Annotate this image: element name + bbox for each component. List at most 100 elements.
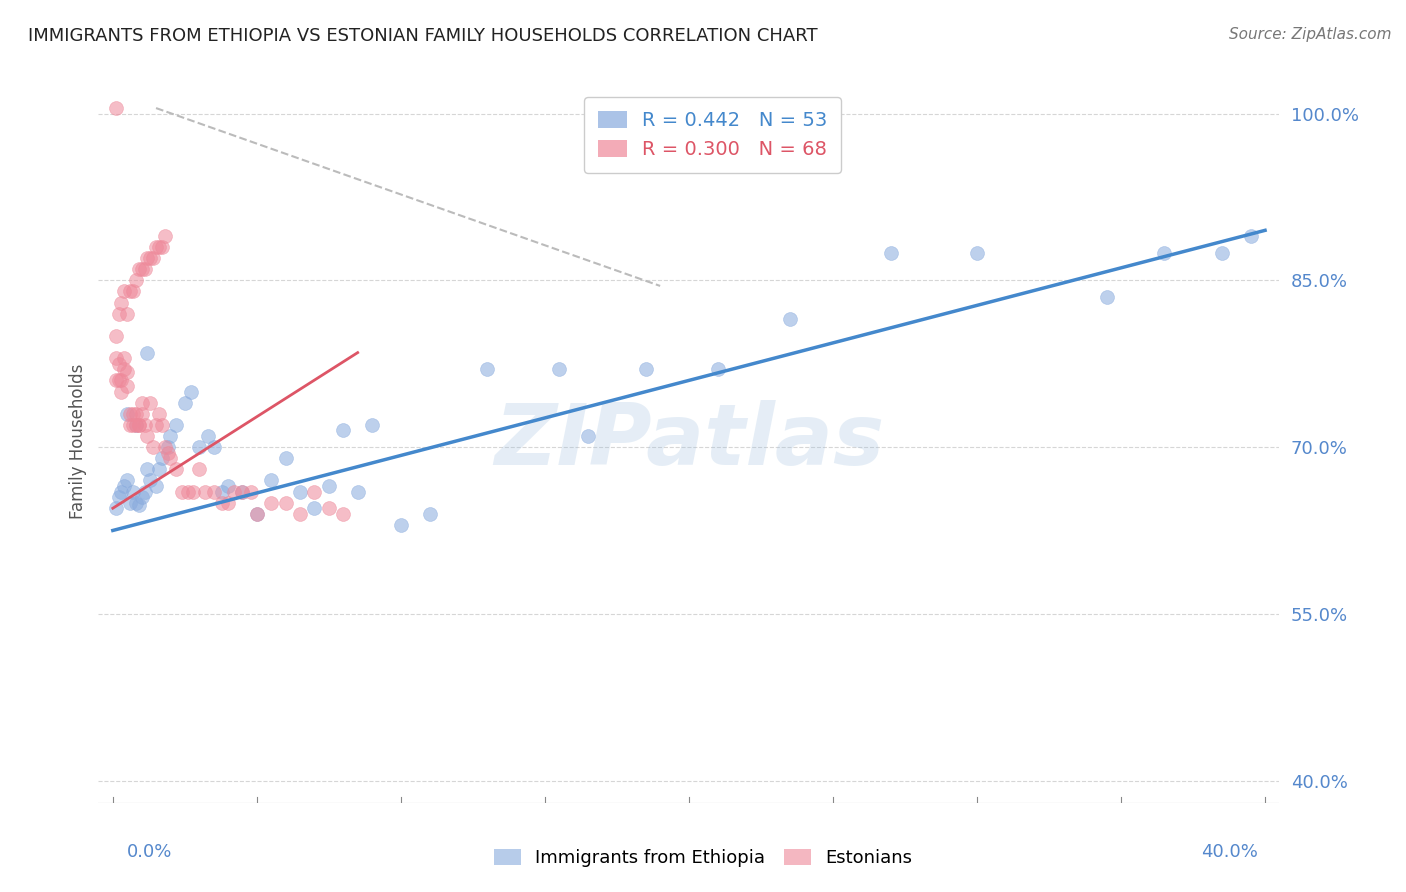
Point [134,484,156,499]
Point [318,479,340,493]
Point [148,407,170,421]
Point [419,507,441,521]
Point [1211,245,1233,260]
Point [115,379,138,393]
Point [115,407,138,421]
Point [1240,228,1263,243]
Point [125,417,148,432]
Point [177,484,200,499]
Point [197,429,219,443]
Point [110,295,132,310]
Point [136,462,159,476]
Point [125,407,148,421]
Point [217,479,239,493]
Point [139,395,162,409]
Point [110,373,132,387]
Text: 0.0%: 0.0% [127,843,172,861]
Point [115,474,138,488]
Point [112,479,135,493]
Point [142,440,165,454]
Point [779,312,801,326]
Point [222,484,245,499]
Point [120,496,142,510]
Point [122,285,145,299]
Point [145,417,167,432]
Point [145,479,167,493]
Point [104,351,127,366]
Point [706,362,728,376]
Text: 40.0%: 40.0% [1202,843,1258,861]
Point [142,251,165,265]
Point [288,484,311,499]
Point [346,484,368,499]
Point [122,484,145,499]
Point [1095,290,1118,304]
Point [260,474,283,488]
Y-axis label: Family Households: Family Households [69,364,87,519]
Point [202,440,225,454]
Point [170,484,193,499]
Legend: R = 0.442   N = 53, R = 0.300   N = 68: R = 0.442 N = 53, R = 0.300 N = 68 [583,97,841,173]
Text: ZIPatlas: ZIPatlas [494,400,884,483]
Point [110,384,132,399]
Point [274,496,297,510]
Point [183,484,205,499]
Point [240,484,263,499]
Point [128,262,150,277]
Point [274,451,297,466]
Text: Source: ZipAtlas.com: Source: ZipAtlas.com [1229,27,1392,42]
Point [188,462,211,476]
Point [110,484,132,499]
Point [548,362,571,376]
Point [194,484,217,499]
Text: IMMIGRANTS FROM ETHIOPIA VS ESTONIAN FAMILY HOUSEHOLDS CORRELATION CHART: IMMIGRANTS FROM ETHIOPIA VS ESTONIAN FAM… [28,27,818,45]
Point [139,474,162,488]
Point [477,362,499,376]
Point [576,429,599,443]
Point [145,240,167,254]
Point [125,496,148,510]
Point [134,262,156,277]
Point [634,362,657,376]
Point [128,417,150,432]
Point [112,362,135,376]
Point [153,440,176,454]
Point [107,490,129,504]
Point [131,395,153,409]
Point [150,451,173,466]
Point [156,445,179,459]
Point [180,384,202,399]
Point [115,364,138,378]
Point [318,501,340,516]
Point [188,440,211,454]
Point [150,240,173,254]
Point [104,501,127,516]
Point [122,407,145,421]
Point [165,462,187,476]
Point [288,507,311,521]
Point [131,262,153,277]
Point [211,484,233,499]
Point [159,451,181,466]
Point [131,490,153,504]
Point [332,507,354,521]
Point [202,484,225,499]
Point [165,417,187,432]
Point [120,417,142,432]
Point [125,417,148,432]
Point [173,395,195,409]
Point [128,498,150,512]
Point [112,285,135,299]
Point [134,417,156,432]
Point [131,407,153,421]
Point [120,285,142,299]
Point [104,101,127,115]
Point [120,407,142,421]
Point [217,496,239,510]
Point [107,307,129,321]
Point [159,429,181,443]
Point [107,357,129,371]
Point [136,251,159,265]
Point [231,484,253,499]
Point [104,329,127,343]
